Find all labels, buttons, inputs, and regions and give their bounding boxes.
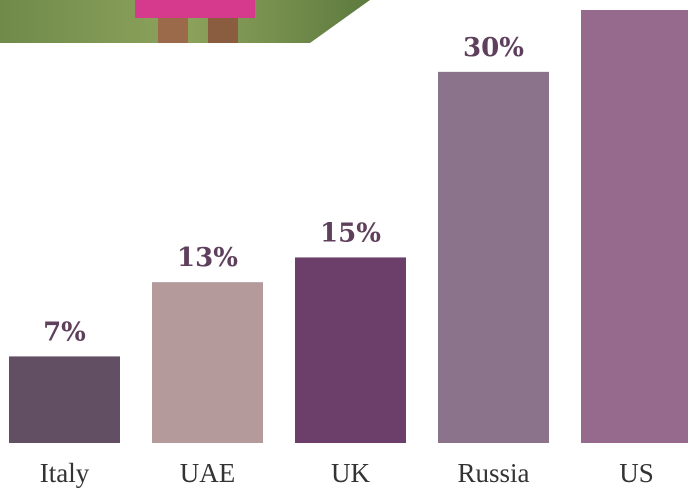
category-label: Italy xyxy=(40,458,90,488)
bar xyxy=(438,72,549,443)
chart: 7% Italy 13% UAE 15% UK 30% Russia US xyxy=(0,0,688,488)
value-label: 13% xyxy=(177,243,238,273)
bar xyxy=(295,257,406,443)
photo xyxy=(0,0,370,43)
category-label: Russia xyxy=(457,458,529,488)
category-label: UAE xyxy=(180,458,236,488)
value-label: 30% xyxy=(463,33,524,63)
bar xyxy=(581,10,688,443)
bar xyxy=(152,282,263,443)
page: 7%Italy13%UAE15%UK30%RussiaUS (() => { c… xyxy=(0,0,688,488)
category-label: UK xyxy=(331,458,370,488)
value-label: 7% xyxy=(43,317,86,347)
value-label: 15% xyxy=(320,218,381,248)
bar xyxy=(9,356,120,443)
category-label: US xyxy=(619,458,654,488)
